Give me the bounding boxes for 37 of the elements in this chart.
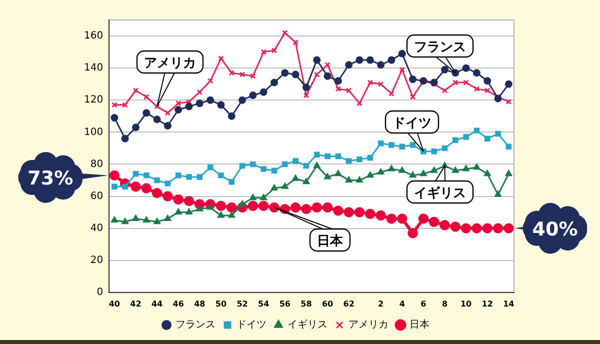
- x-tick-label: 42: [130, 299, 142, 308]
- x-tick-label: 48: [194, 299, 206, 308]
- y-tick-label: 20: [90, 254, 104, 266]
- x-tick-label: 58: [300, 299, 312, 308]
- y-tick-label: 160: [84, 30, 104, 42]
- y-tick-label: 120: [84, 94, 104, 106]
- y-tick-label: 60: [90, 190, 104, 202]
- legend-label: アメリカ: [348, 320, 388, 331]
- annotation: 40%: [532, 218, 578, 240]
- x-tick-label: 4: [399, 299, 406, 308]
- speech-bubble: アメリカ: [136, 50, 204, 108]
- x-tick-label: 8: [442, 299, 448, 308]
- x-tick-label: 54: [258, 299, 270, 308]
- x-tick-label: 46: [172, 299, 184, 308]
- y-tick-label: 40: [90, 222, 104, 234]
- x-tick-label: 6: [420, 299, 427, 308]
- x-tick-label: 50: [215, 299, 227, 308]
- x-tick-label: 12: [482, 299, 493, 308]
- legend-label: フランス: [176, 320, 216, 331]
- x-tick-label: 56: [279, 299, 291, 308]
- x-tick-label: 14: [503, 299, 515, 308]
- y-tick-label: 80: [90, 158, 104, 170]
- x-tick-label: 10: [460, 299, 472, 308]
- x-tick-label: 60: [322, 299, 334, 308]
- legend-label: ドイツ: [236, 320, 266, 331]
- x-tick-label: 62: [343, 299, 354, 308]
- x-tick-label: 52: [236, 299, 248, 308]
- annotation: 73%: [28, 167, 74, 190]
- y-tick-label: 140: [84, 62, 104, 74]
- legend-label: 日本: [410, 318, 430, 331]
- y-tick-label: 0: [96, 286, 104, 298]
- speech-bubble: 日本: [274, 206, 351, 252]
- x-tick-label: 44: [151, 299, 164, 308]
- y-tick-label: 100: [84, 126, 104, 138]
- legend-label: イギリス: [288, 318, 328, 331]
- x-tick-label: 40: [108, 299, 120, 308]
- x-tick-label: 2: [378, 299, 384, 308]
